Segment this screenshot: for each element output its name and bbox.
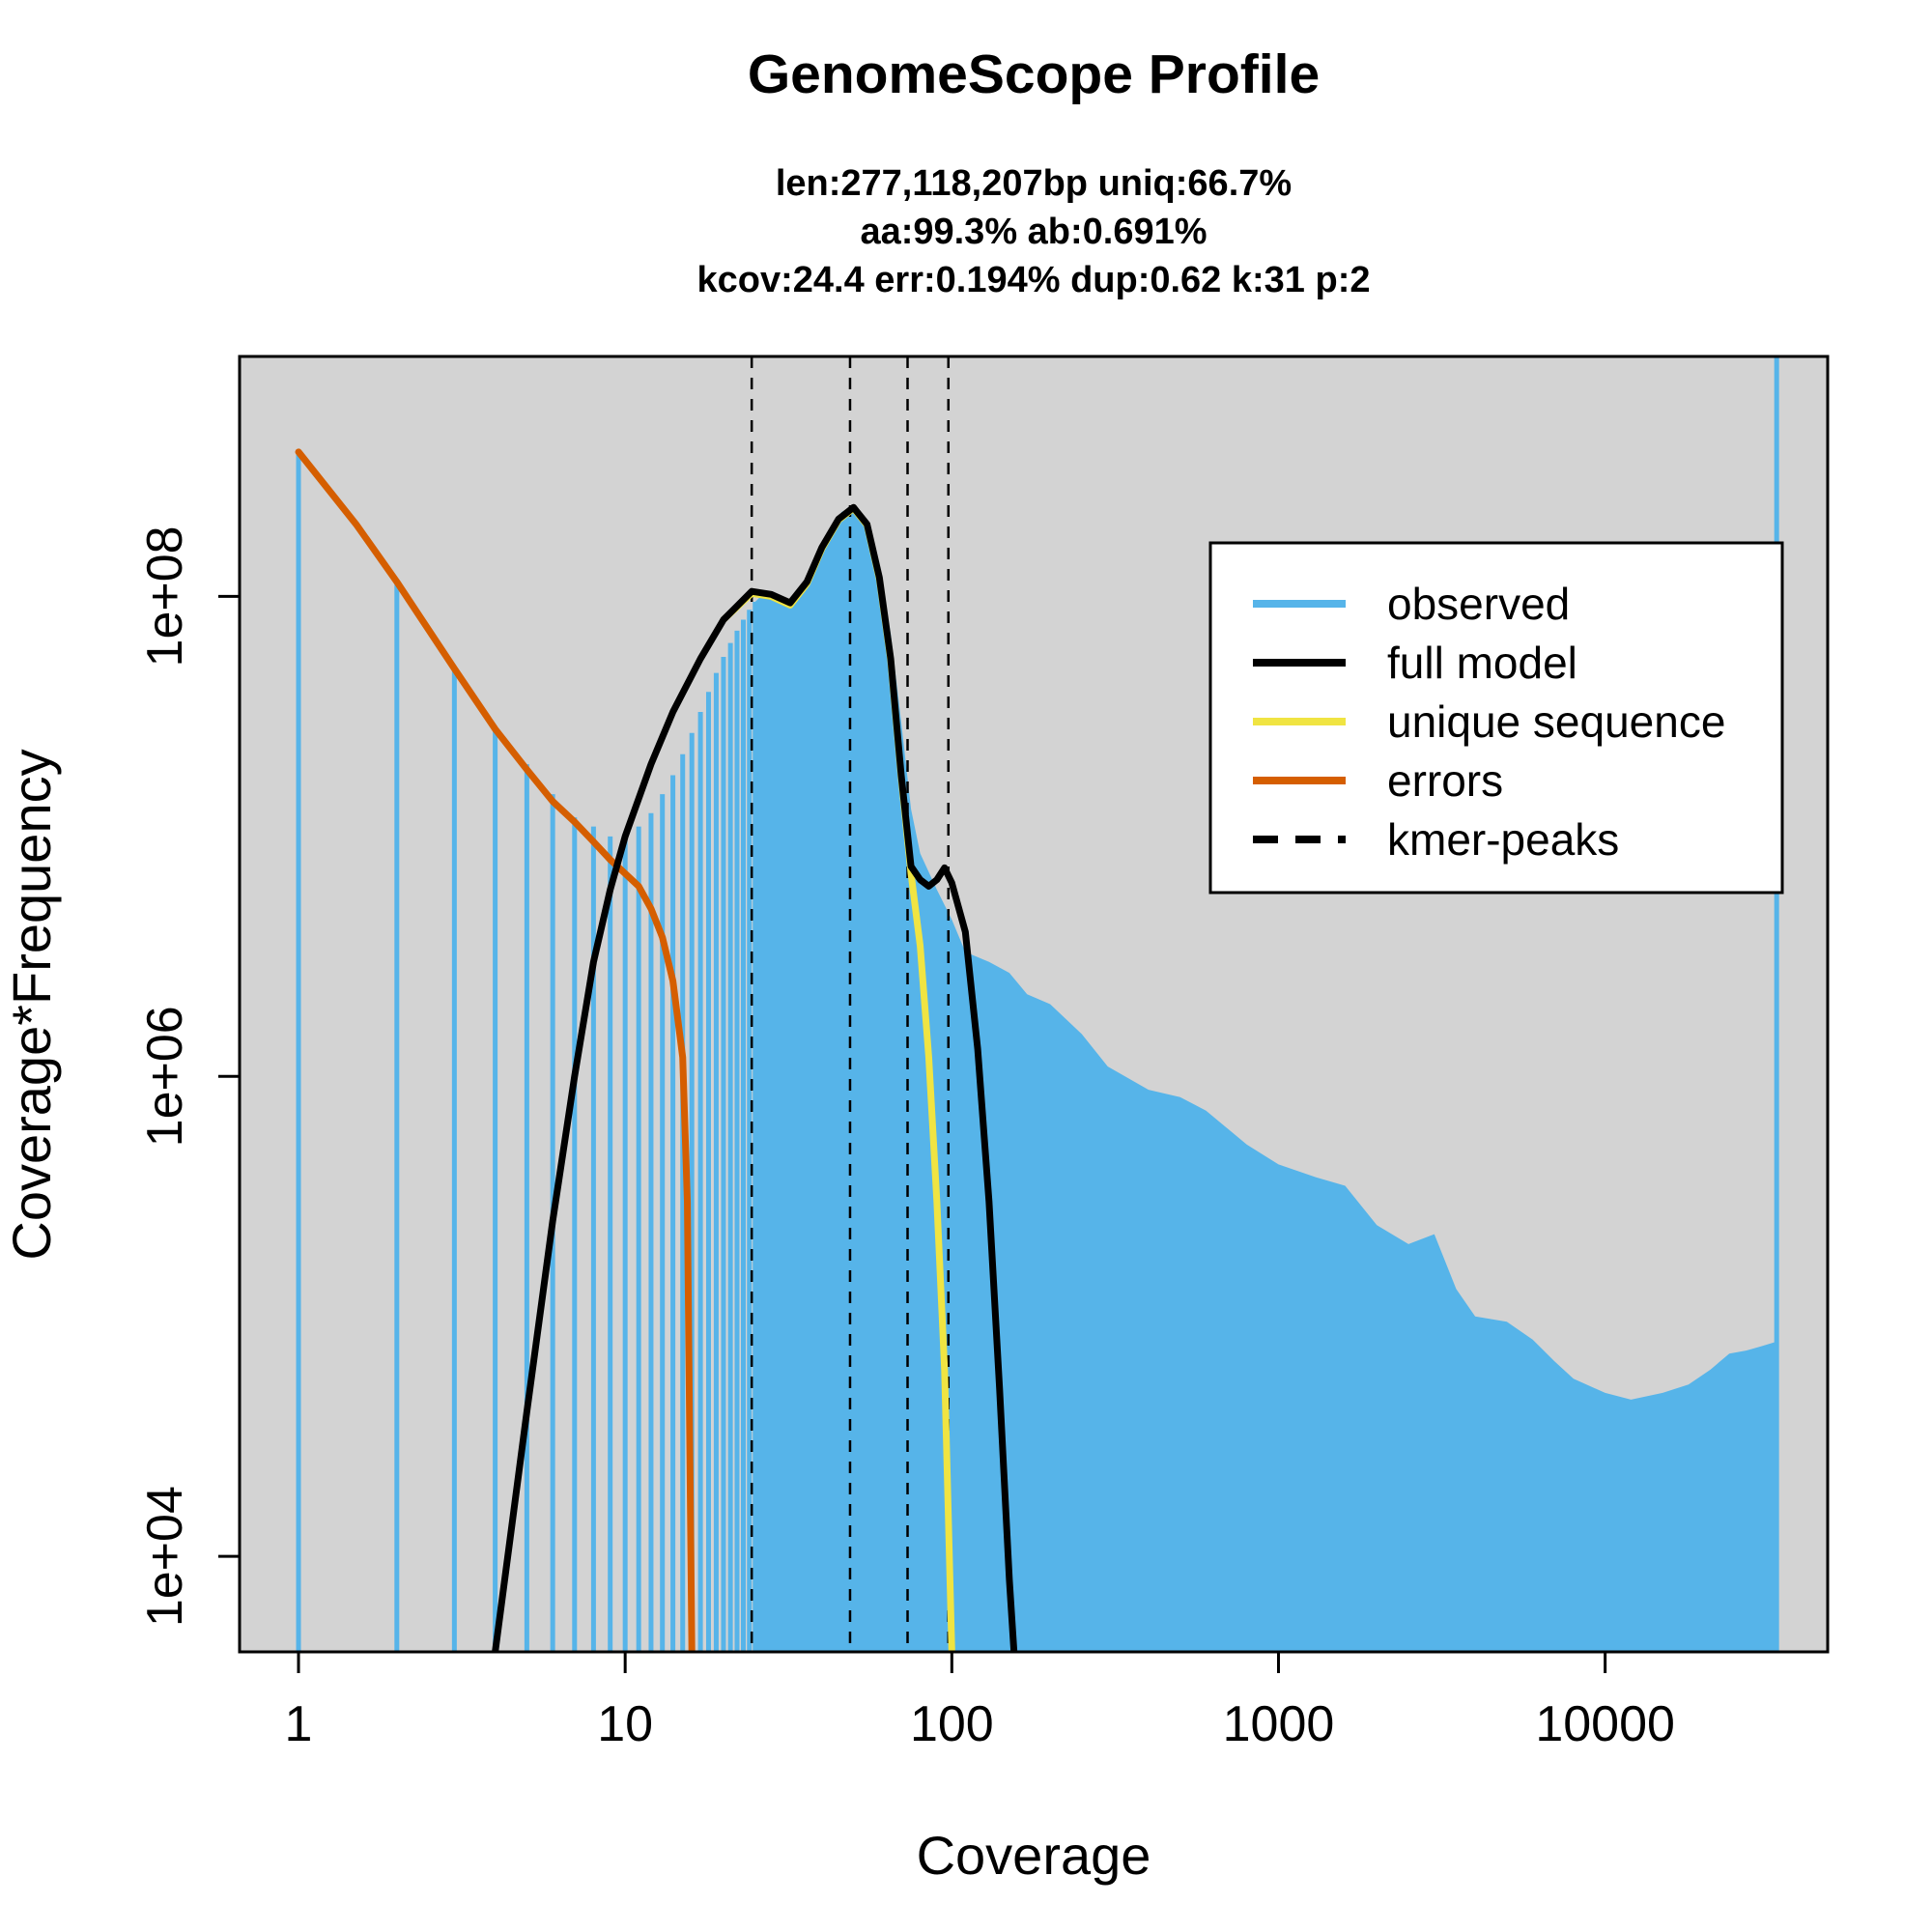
x-axis-label: Coverage <box>917 1825 1151 1886</box>
x-tick-label-1: 10 <box>597 1696 653 1752</box>
x-axis: 1 10 100 1000 10000 <box>285 1652 1675 1752</box>
legend-label-4: kmer-peaks <box>1387 814 1619 865</box>
y-tick-label-0: 1e+04 <box>137 1486 193 1627</box>
observed-area <box>754 507 1775 1652</box>
legend-label-0: observed <box>1387 579 1570 629</box>
x-tick-label-0: 1 <box>285 1696 313 1752</box>
legend-label-2: unique sequence <box>1387 696 1725 747</box>
x-tick-label-3: 1000 <box>1223 1696 1335 1752</box>
chart-subtitle-line-1: len:277,118,207bp uniq:66.7% <box>776 163 1292 204</box>
plot-frame <box>238 355 1830 1654</box>
chart-subtitle-line-3: kcov:24.4 err:0.194% dup:0.62 k:31 p:2 <box>696 260 1370 300</box>
legend: observed full model unique sequence errors k… <box>1208 541 1784 895</box>
chart-title: GenomeScope Profile <box>748 43 1320 105</box>
x-tick-label-2: 100 <box>910 1696 994 1752</box>
y-tick-label-1: 1e+06 <box>137 1006 193 1147</box>
errors-line <box>295 448 696 1652</box>
legend-label-1: full model <box>1387 638 1577 688</box>
y-tick-label-2: 1e+08 <box>137 526 193 667</box>
plot-area <box>295 356 1779 1652</box>
x-tick-label-4: 10000 <box>1535 1696 1675 1752</box>
full-model-line <box>492 503 1018 1652</box>
chart-subtitle-line-2: aa:99.3% ab:0.691% <box>860 212 1207 252</box>
y-axis-label: Coverage*Frequency <box>1 749 62 1260</box>
y-axis: 1e+04 1e+06 1e+08 <box>137 526 240 1627</box>
legend-label-3: errors <box>1387 755 1503 806</box>
